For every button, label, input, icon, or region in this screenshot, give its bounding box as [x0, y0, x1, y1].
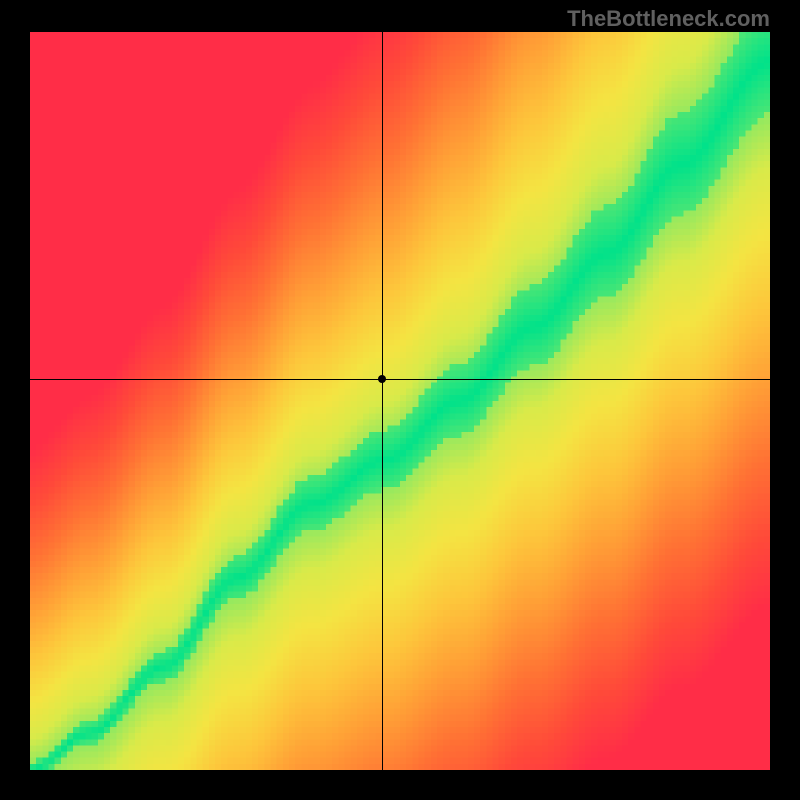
selection-marker: [378, 375, 386, 383]
crosshair-horizontal: [30, 379, 770, 380]
watermark-text: TheBottleneck.com: [567, 6, 770, 32]
heatmap-plot: [30, 32, 770, 770]
crosshair-vertical: [382, 32, 383, 770]
heatmap-canvas: [30, 32, 770, 770]
